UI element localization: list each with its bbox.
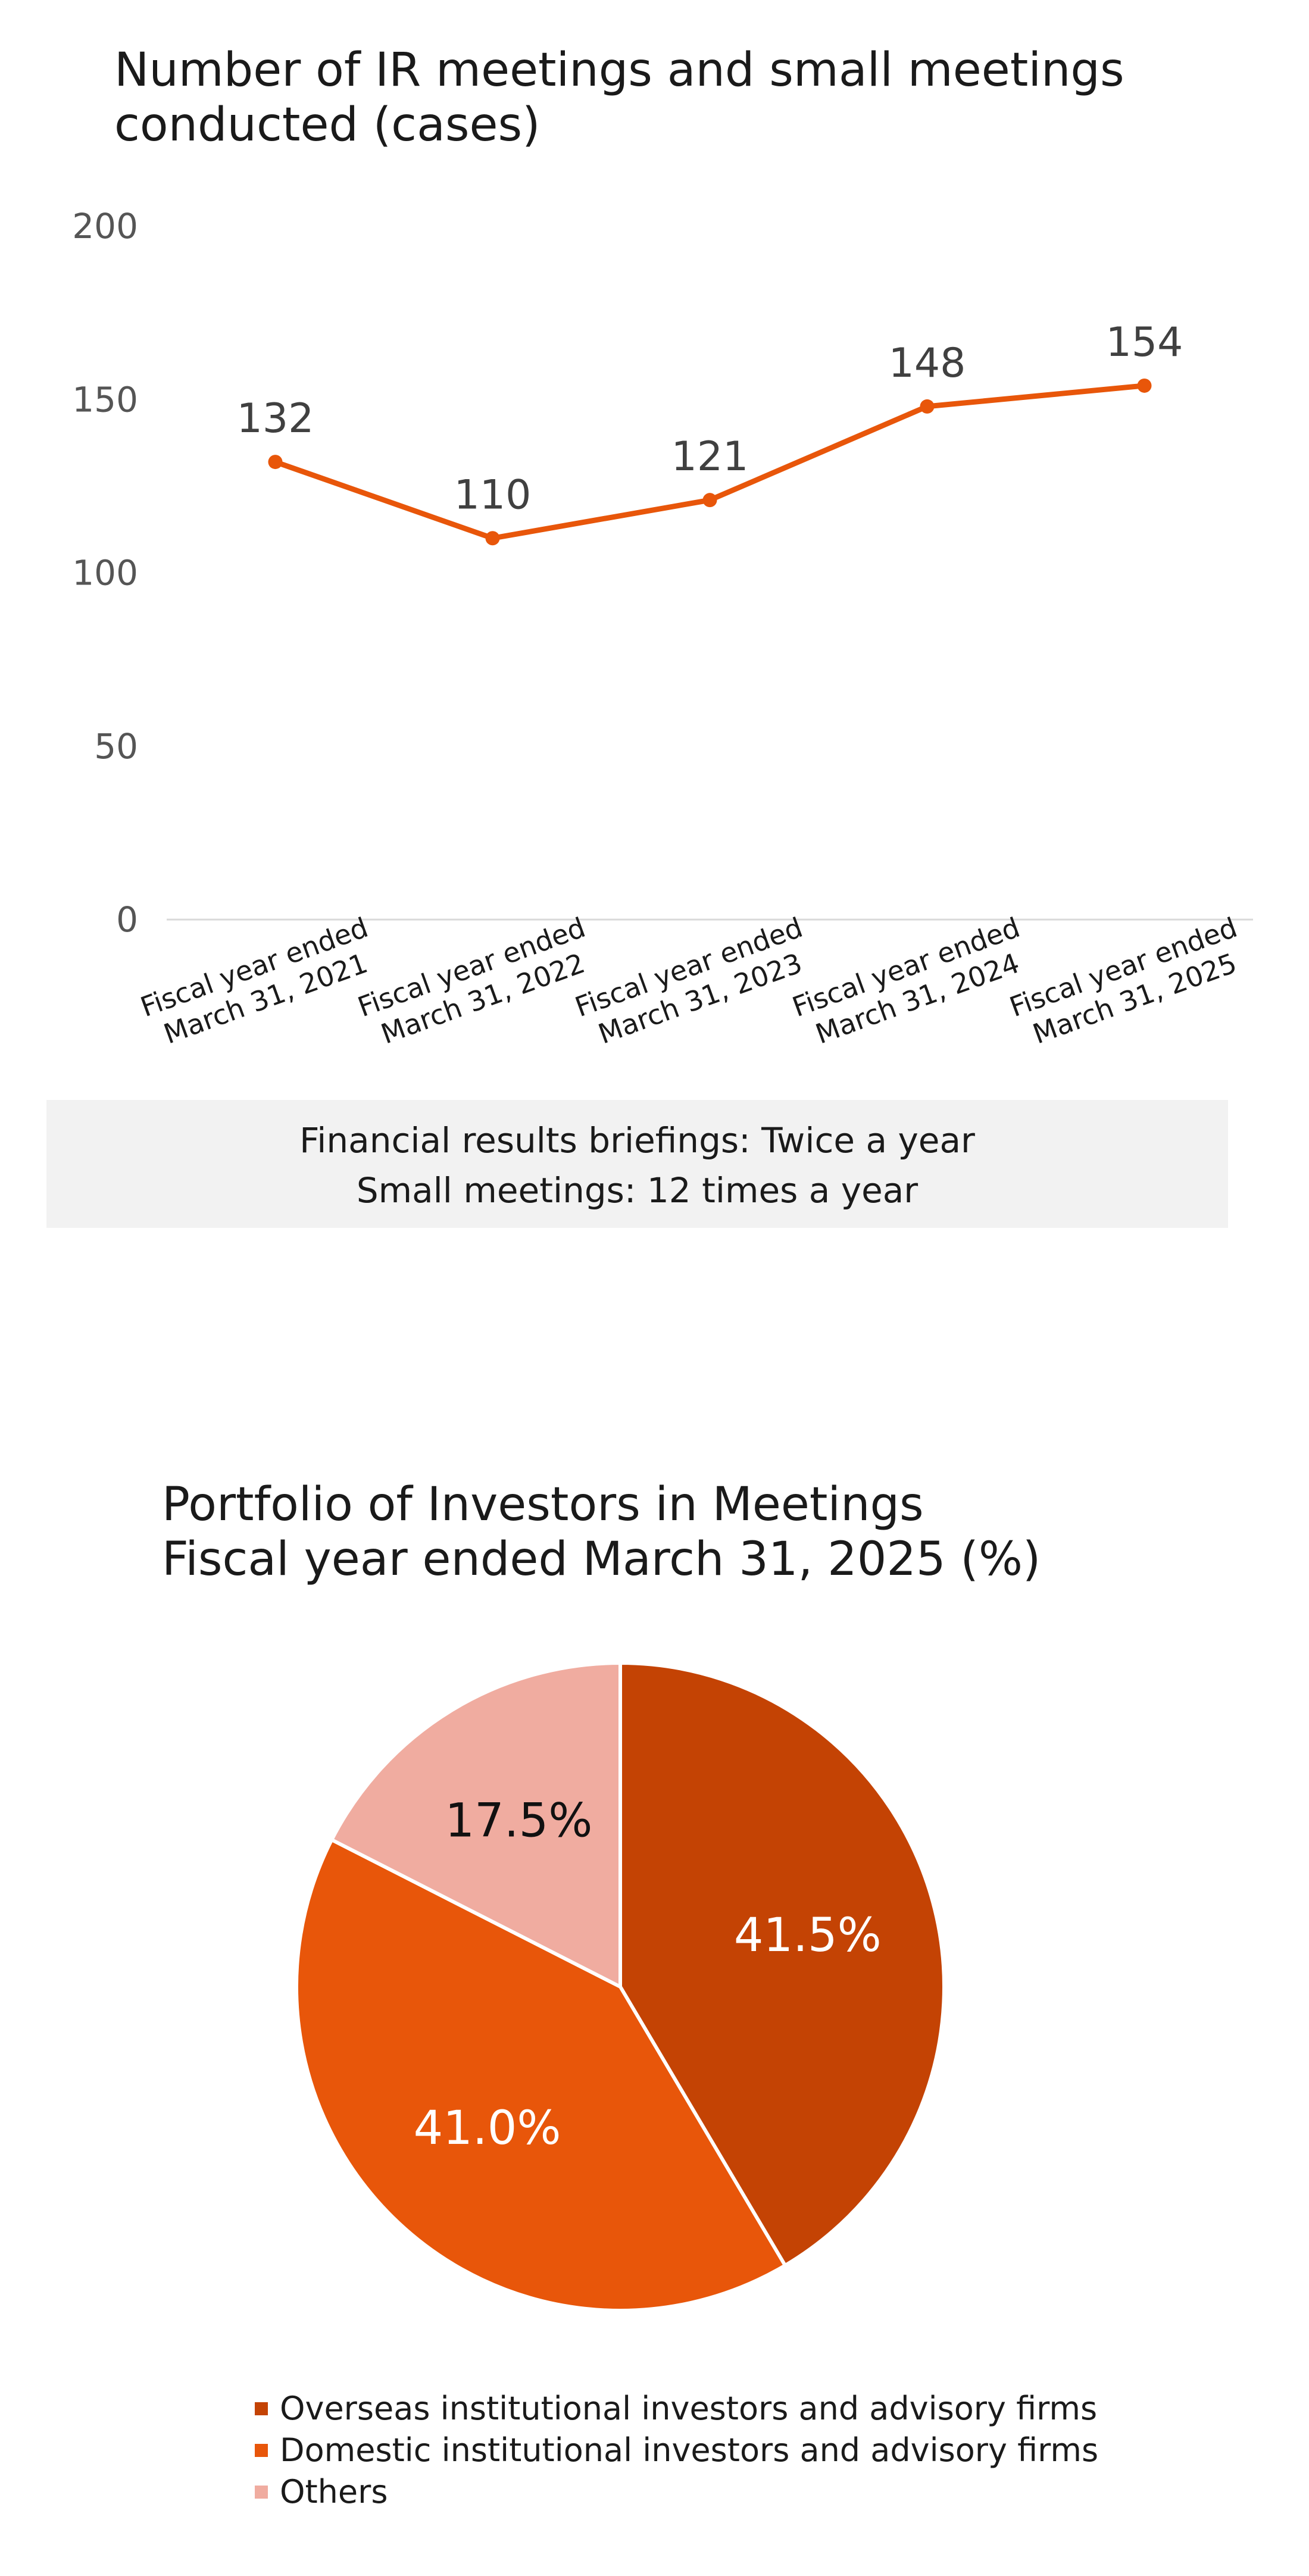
y-tick-label-200: 200 (72, 206, 138, 246)
legend-label-others: Others (280, 2473, 388, 2511)
data-point-3 (702, 493, 717, 508)
legend-item-overseas: Overseas institutional investors and adv… (255, 2388, 1098, 2430)
data-point-5 (1137, 378, 1152, 393)
line-chart-title: Number of IR meetings and small meetings… (114, 43, 1124, 152)
y-tick-label-0: 0 (116, 899, 138, 940)
data-point-4 (920, 399, 935, 414)
pie-slice-others (329, 1661, 622, 1990)
pie-label-overseas: 41.5% (734, 1909, 882, 1962)
pie-chart: 41.5% 41.0% 17.5% (295, 1661, 946, 2312)
y-tick-label-50: 50 (94, 726, 138, 767)
info-small-meetings: Small meetings: 12 times a year (356, 1170, 919, 1211)
data-label-4: 148 (889, 340, 966, 387)
data-label-1: 132 (237, 395, 314, 442)
pie-chart-title-line-1: Portfolio of Investors in Meetings (162, 1478, 924, 1531)
legend-label-domestic: Domestic institutional investors and adv… (280, 2431, 1099, 2469)
data-label-3: 121 (671, 433, 749, 480)
pie-slice-domestic (295, 1837, 788, 2312)
line-chart-title-line-2: conducted (cases) (114, 98, 541, 152)
legend-swatch-overseas (255, 2402, 268, 2415)
y-tick-label-150: 150 (72, 379, 138, 420)
info-briefings: Financial results briefings: Twice a yea… (299, 1120, 975, 1161)
pie-slice-overseas (618, 1661, 946, 2268)
legend-item-domestic: Domestic institutional investors and adv… (255, 2430, 1098, 2471)
pie-legend: Overseas institutional investors and adv… (255, 2388, 1098, 2513)
legend-item-others: Others (255, 2471, 1098, 2513)
pie-chart-title-line-2: Fiscal year ended March 31, 2025 (%) (162, 1533, 1041, 1586)
data-point-2 (485, 531, 500, 546)
data-point-1 (268, 455, 283, 470)
legend-swatch-others (255, 2486, 268, 2499)
y-tick-label-100: 100 (72, 553, 138, 593)
legend-swatch-domestic (255, 2444, 268, 2457)
legend-label-overseas: Overseas institutional investors and adv… (280, 2390, 1098, 2427)
pie-label-others: 17.5% (445, 1795, 593, 1848)
meeting-info-box: Financial results briefings: Twice a yea… (46, 1100, 1228, 1228)
data-label-2: 110 (454, 471, 532, 518)
pie-label-domestic: 41.0% (414, 2102, 561, 2155)
data-label-5: 154 (1106, 319, 1183, 366)
line-chart-title-line-1: Number of IR meetings and small meetings (114, 43, 1124, 97)
pie-chart-title: Portfolio of Investors in Meetings Fisca… (162, 1477, 1041, 1587)
